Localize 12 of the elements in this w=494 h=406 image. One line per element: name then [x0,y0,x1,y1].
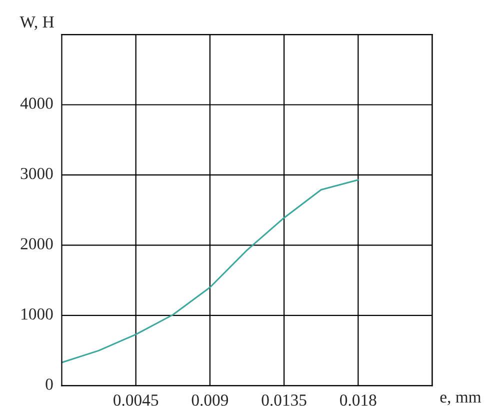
x-tick-label: 0.0135 [262,394,306,406]
y-tick-label: 2000 [20,238,53,250]
x-tick-label: 0.009 [192,394,228,406]
y-tick-label: 4000 [20,98,53,109]
y-tick-label: 1000 [22,308,53,320]
x-tick-label: 0.0045 [114,394,158,406]
line-series [62,179,359,364]
y-tick-label: 3000 [20,168,53,180]
y-tick-label: 0 [46,378,53,390]
x-axis-title: e, mm [440,394,482,406]
y-axis-title: W, H [20,16,54,30]
x-tick-label: 0.018 [340,394,376,406]
